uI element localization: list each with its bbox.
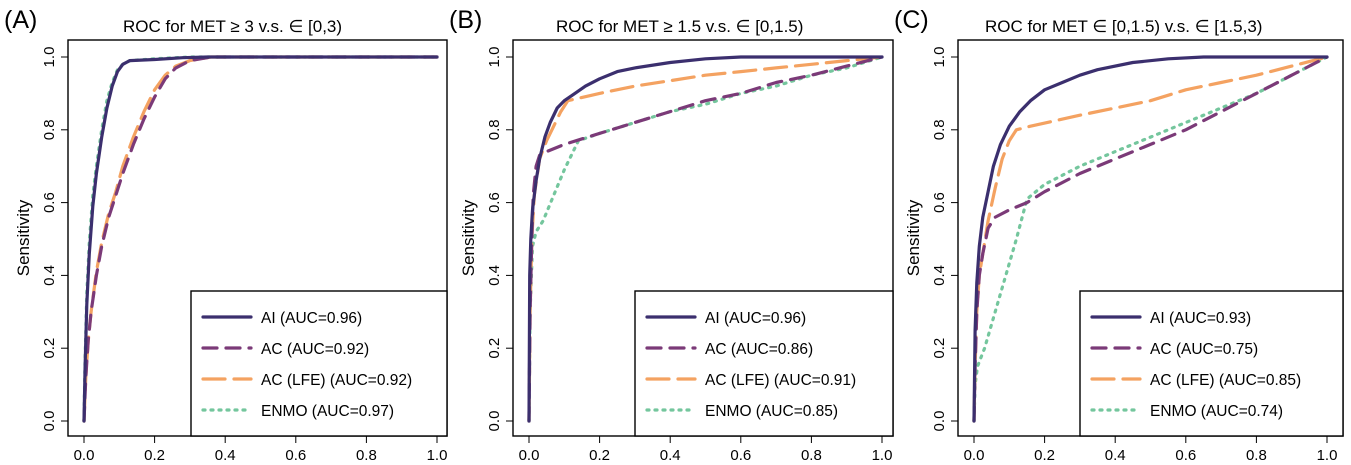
y-tick-label: 0.0 (931, 411, 948, 432)
x-tick-label: 1.0 (1317, 447, 1338, 464)
y-tick-label: 0.2 (486, 338, 503, 359)
series-line-3 (972, 55, 1329, 423)
legend-entry-2: AC (LFE) (AUC=0.92) (261, 372, 412, 389)
y-tick-label: 0.2 (41, 338, 58, 359)
x-tick-label: 0.6 (285, 447, 306, 464)
legend-entry-0: AI (AUC=0.96) (261, 310, 362, 327)
legend-box (190, 290, 448, 437)
y-tick-label: 0.0 (41, 411, 58, 432)
series-line-0 (82, 55, 439, 423)
legend-entry-1: AC (AUC=0.86) (705, 341, 813, 358)
x-tick-label: 0.6 (1175, 447, 1196, 464)
y-tick-label: 0.6 (41, 192, 58, 213)
y-tick-label: 0.2 (931, 338, 948, 359)
series-line-0 (972, 55, 1329, 423)
legend: AI (AUC=0.96) AC (AUC=0.92) AC (LFE) (AUC=… (190, 290, 448, 437)
legend-entry-3: ENMO (AUC=0.85) (705, 403, 838, 420)
legend: AI (AUC=0.96) AC (AUC=0.86) AC (LFE) (AUC=… (634, 290, 894, 437)
y-tick-label: 0.6 (931, 192, 948, 213)
x-tick-label: 0.2 (144, 447, 165, 464)
chart-panel-b: (B) ROC for MET ≥ 1.5 v.s. ∈ [0,1.5) 0.0 0.… (449, 6, 894, 464)
y-tick-label: 0.6 (486, 192, 503, 213)
legend-box (634, 290, 894, 437)
legend-entry-1: AC (AUC=0.92) (261, 341, 369, 358)
y-tick-label: 0.8 (41, 119, 58, 140)
series-line-0 (527, 55, 884, 423)
x-tick-label: 0.4 (660, 447, 681, 464)
x-tick-label: 0.0 (519, 447, 540, 464)
chart-panel-c: (C) ROC for MET ∈ [0,1.5) v.s. ∈ [1.5,3) 0… (894, 6, 1344, 464)
x-tick-label: 0.8 (356, 447, 377, 464)
legend-entry-3: ENMO (AUC=0.97) (261, 403, 394, 420)
x-tick-label: 0.4 (1105, 447, 1126, 464)
y-axis-title: Sensitivity (904, 199, 923, 276)
x-tick-label: 0.0 (74, 447, 95, 464)
y-tick-label: 0.8 (931, 119, 948, 140)
y-axis-title: Sensitivity (14, 199, 33, 276)
legend-box (1079, 290, 1344, 437)
x-tick-label: 0.0 (964, 447, 985, 464)
x-tick-label: 0.6 (730, 447, 751, 464)
series-line-1 (82, 55, 439, 423)
panel-label: (B) (449, 6, 482, 34)
y-axis-title: Sensitivity (459, 199, 478, 276)
chart-title: ROC for MET ≥ 3 v.s. ∈ [0,3) (123, 17, 342, 36)
panel-label: (A) (4, 6, 37, 34)
y-tick-label: 0.8 (486, 119, 503, 140)
legend-entry-3: ENMO (AUC=0.74) (1150, 403, 1283, 420)
y-tick-label: 0.4 (486, 265, 503, 286)
legend-entry-0: AI (AUC=0.96) (705, 310, 806, 327)
series-line-1 (972, 55, 1329, 423)
legend-entry-0: AI (AUC=0.93) (1150, 310, 1251, 327)
legend: AI (AUC=0.93) AC (AUC=0.75) AC (LFE) (AUC=… (1079, 290, 1344, 437)
x-tick-label: 0.8 (1246, 447, 1267, 464)
x-tick-label: 0.8 (801, 447, 822, 464)
legend-entry-1: AC (AUC=0.75) (1150, 341, 1258, 358)
x-tick-label: 0.2 (1034, 447, 1055, 464)
x-tick-label: 1.0 (427, 447, 448, 464)
legend-entry-2: AC (LFE) (AUC=0.91) (705, 372, 856, 389)
chart-title: ROC for MET ≥ 1.5 v.s. ∈ [0,1.5) (556, 17, 803, 36)
y-tick-label: 1.0 (41, 47, 58, 68)
panel-label: (C) (894, 6, 929, 34)
legend-entry-2: AC (LFE) (AUC=0.85) (1150, 372, 1301, 389)
chart-title: ROC for MET ∈ [0,1.5) v.s. ∈ [1.5,3) (985, 17, 1262, 36)
x-tick-label: 0.4 (215, 447, 236, 464)
x-tick-label: 1.0 (872, 447, 893, 464)
y-tick-label: 0.4 (931, 265, 948, 286)
chart-panel-a: (A) ROC for MET ≥ 3 v.s. ∈ [0,3) 0.0 0.2 0.4… (4, 6, 448, 464)
y-tick-label: 1.0 (931, 47, 948, 68)
y-tick-label: 0.0 (486, 411, 503, 432)
x-tick-label: 0.2 (589, 447, 610, 464)
y-tick-label: 1.0 (486, 47, 503, 68)
y-tick-label: 0.4 (41, 265, 58, 286)
